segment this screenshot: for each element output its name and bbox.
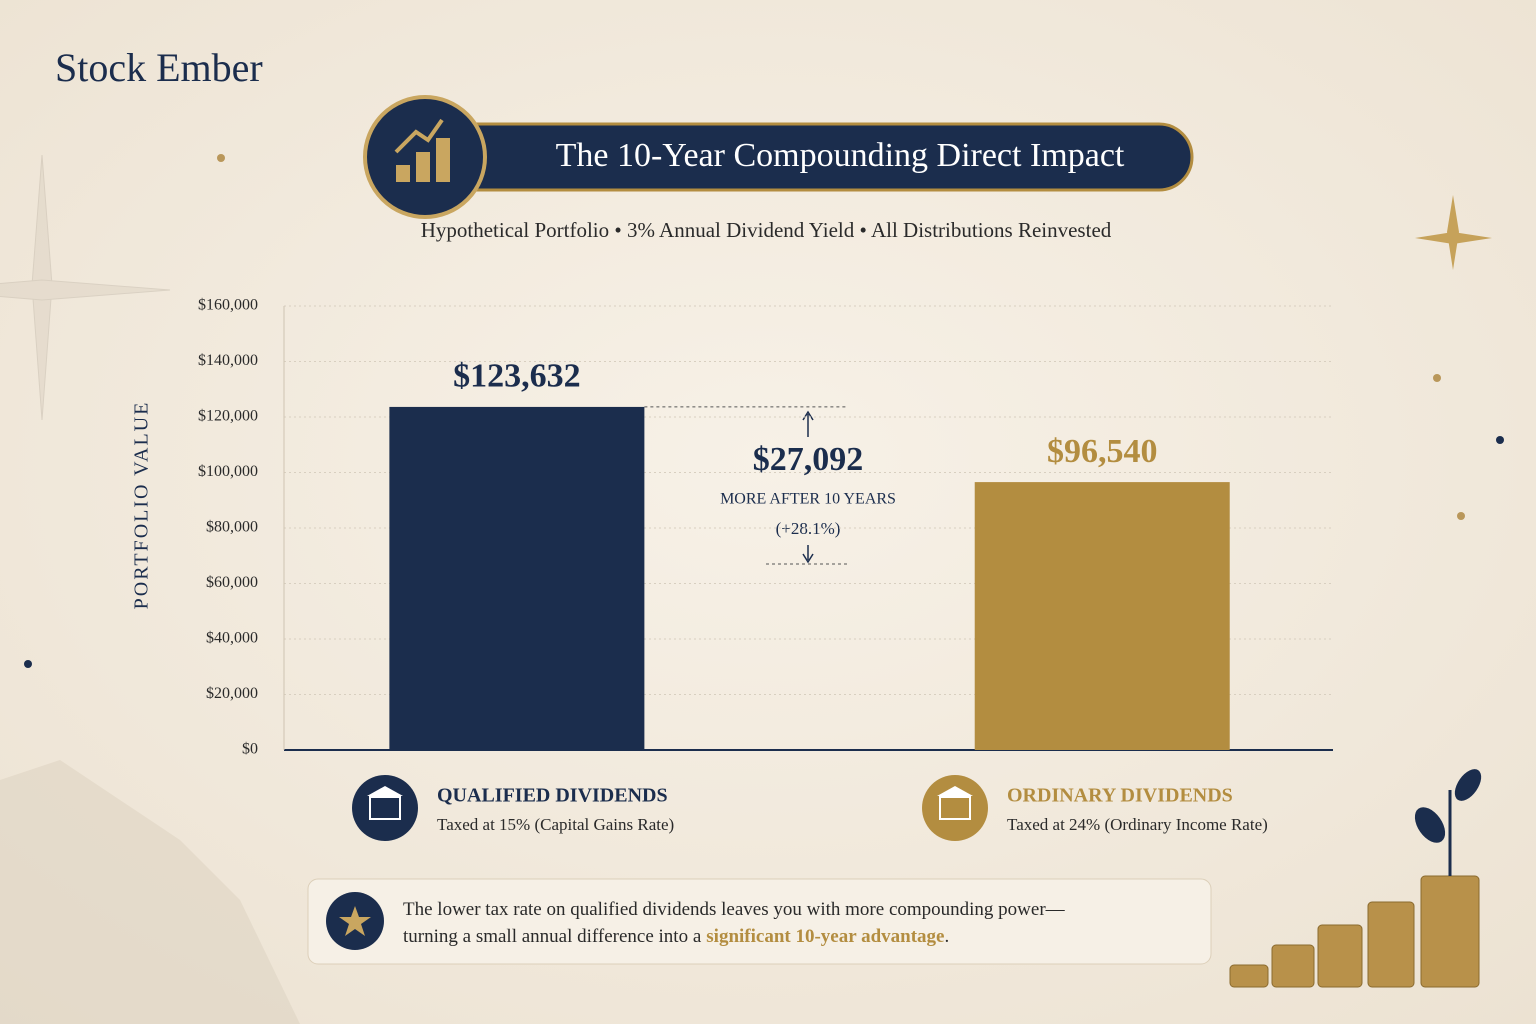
y-tick-label: $140,000 bbox=[198, 352, 258, 369]
note-box bbox=[307, 878, 1212, 965]
y-tick-label: $0 bbox=[242, 741, 258, 758]
dot bbox=[1457, 512, 1465, 520]
title-icon-arrow bbox=[394, 118, 444, 154]
legend-icon-roof bbox=[367, 786, 403, 796]
value-label: $96,540 bbox=[1047, 433, 1158, 470]
note-line: The lower tax rate on qualified dividend… bbox=[403, 899, 1065, 920]
dot bbox=[1496, 436, 1504, 444]
legend-label: ORDINARY DIVIDENDS bbox=[1007, 785, 1233, 807]
chart-title: The 10-Year Compounding Direct Impact bbox=[556, 137, 1125, 174]
y-tick-label: $100,000 bbox=[198, 463, 258, 480]
note-star bbox=[339, 906, 371, 936]
dot bbox=[1433, 374, 1441, 382]
legend-icon-building bbox=[369, 796, 401, 820]
coins-decor bbox=[1229, 875, 1480, 988]
y-tick-label: $120,000 bbox=[198, 408, 258, 425]
plant-leaf bbox=[1454, 769, 1482, 801]
title-icon-bars bbox=[396, 138, 450, 182]
bar bbox=[974, 482, 1230, 750]
bar bbox=[389, 406, 645, 750]
arrow-down-head bbox=[802, 553, 814, 564]
legend-icon-building bbox=[939, 796, 971, 820]
note-end: . bbox=[944, 926, 950, 947]
y-axis-label: PORTFOLIO VALUE bbox=[131, 401, 153, 610]
mountain-decor bbox=[0, 760, 300, 1024]
brand: Stock Ember bbox=[55, 45, 263, 90]
diff-percent: (+28.1%) bbox=[776, 519, 841, 538]
note-highlight: significant 10-year advantage bbox=[706, 926, 945, 947]
legend-icon bbox=[922, 775, 988, 841]
compass-star bbox=[1415, 195, 1492, 270]
legend-icon bbox=[352, 775, 418, 841]
legend-icon-roof bbox=[937, 786, 973, 796]
note-line: turning a small annual difference into a… bbox=[403, 923, 1065, 950]
chart-subtitle: Hypothetical Portfolio • 3% Annual Divid… bbox=[421, 218, 1112, 242]
dot bbox=[217, 154, 225, 162]
note-text: turning a small annual difference into a bbox=[403, 926, 702, 947]
compass-decor bbox=[0, 154, 171, 421]
y-tick-label: $80,000 bbox=[206, 519, 258, 536]
diff-amount: $27,092 bbox=[753, 441, 864, 478]
diff-text: MORE AFTER 10 YEARS bbox=[720, 491, 896, 508]
legend-note: Taxed at 15% (Capital Gains Rate) bbox=[437, 815, 674, 834]
y-tick-label: $160,000 bbox=[198, 297, 258, 314]
note: The lower tax rate on qualified dividend… bbox=[403, 896, 1065, 950]
dot bbox=[24, 660, 32, 668]
y-tick-label: $20,000 bbox=[206, 685, 258, 702]
y-tick-label: $40,000 bbox=[206, 630, 258, 647]
legend-note: Taxed at 24% (Ordinary Income Rate) bbox=[1007, 815, 1268, 834]
plant-leaf bbox=[1414, 807, 1446, 843]
y-tick-label: $60,000 bbox=[206, 574, 258, 591]
legend-label: QUALIFIED DIVIDENDS bbox=[437, 785, 668, 807]
value-label: $123,632 bbox=[453, 358, 581, 395]
